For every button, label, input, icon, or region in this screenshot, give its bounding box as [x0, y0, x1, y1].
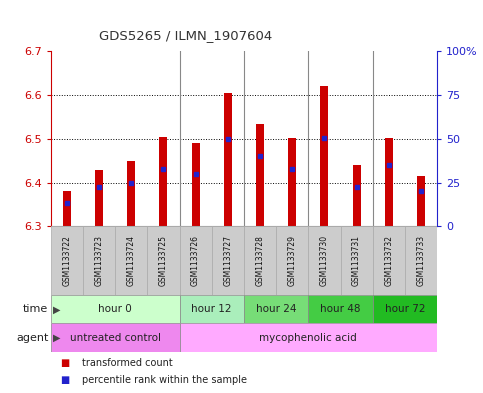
Text: hour 48: hour 48	[320, 304, 361, 314]
Bar	[192, 143, 199, 226]
Text: untreated control: untreated control	[70, 332, 161, 343]
Bar	[373, 295, 437, 323]
Text: GSM1133723: GSM1133723	[95, 235, 103, 286]
Text: GSM1133733: GSM1133733	[416, 235, 426, 286]
Text: GSM1133726: GSM1133726	[191, 235, 200, 286]
Text: GSM1133728: GSM1133728	[256, 235, 265, 286]
Bar	[341, 226, 373, 295]
Bar	[385, 138, 393, 226]
Bar	[256, 124, 264, 226]
Text: GSM1133727: GSM1133727	[223, 235, 232, 286]
Bar	[63, 191, 71, 226]
Bar	[51, 226, 83, 295]
Bar	[320, 86, 328, 226]
Bar	[127, 161, 135, 226]
Text: GSM1133725: GSM1133725	[159, 235, 168, 286]
Bar	[288, 138, 296, 226]
Bar	[224, 93, 232, 226]
Bar	[405, 226, 437, 295]
Bar	[180, 323, 437, 352]
Text: GSM1133724: GSM1133724	[127, 235, 136, 286]
Bar	[276, 226, 308, 295]
Text: ■: ■	[60, 358, 70, 368]
Text: mycophenolic acid: mycophenolic acid	[259, 332, 357, 343]
Text: time: time	[23, 304, 48, 314]
Bar	[212, 226, 244, 295]
Text: hour 24: hour 24	[256, 304, 297, 314]
Bar	[308, 295, 373, 323]
Text: GSM1133731: GSM1133731	[352, 235, 361, 286]
Text: GDS5265 / ILMN_1907604: GDS5265 / ILMN_1907604	[99, 29, 272, 42]
Bar	[159, 137, 168, 226]
Text: GSM1133722: GSM1133722	[62, 235, 71, 286]
Bar	[83, 226, 115, 295]
Bar	[147, 226, 180, 295]
Bar	[308, 226, 341, 295]
Text: agent: agent	[16, 332, 48, 343]
Text: GSM1133730: GSM1133730	[320, 235, 329, 286]
Bar	[373, 226, 405, 295]
Bar	[244, 226, 276, 295]
Text: ▶: ▶	[53, 304, 61, 314]
Bar	[95, 169, 103, 226]
Bar	[353, 165, 361, 226]
Bar	[115, 226, 147, 295]
Text: ▶: ▶	[53, 332, 61, 343]
Text: hour 0: hour 0	[98, 304, 132, 314]
Text: transformed count: transformed count	[82, 358, 173, 368]
Bar	[244, 295, 308, 323]
Text: hour 72: hour 72	[384, 304, 425, 314]
Bar	[180, 226, 212, 295]
Bar	[180, 295, 244, 323]
Bar	[51, 295, 180, 323]
Text: percentile rank within the sample: percentile rank within the sample	[82, 375, 247, 385]
Text: GSM1133729: GSM1133729	[288, 235, 297, 286]
Text: GSM1133732: GSM1133732	[384, 235, 393, 286]
Text: ■: ■	[60, 375, 70, 385]
Bar	[417, 176, 425, 226]
Text: hour 12: hour 12	[191, 304, 232, 314]
Bar	[51, 323, 180, 352]
